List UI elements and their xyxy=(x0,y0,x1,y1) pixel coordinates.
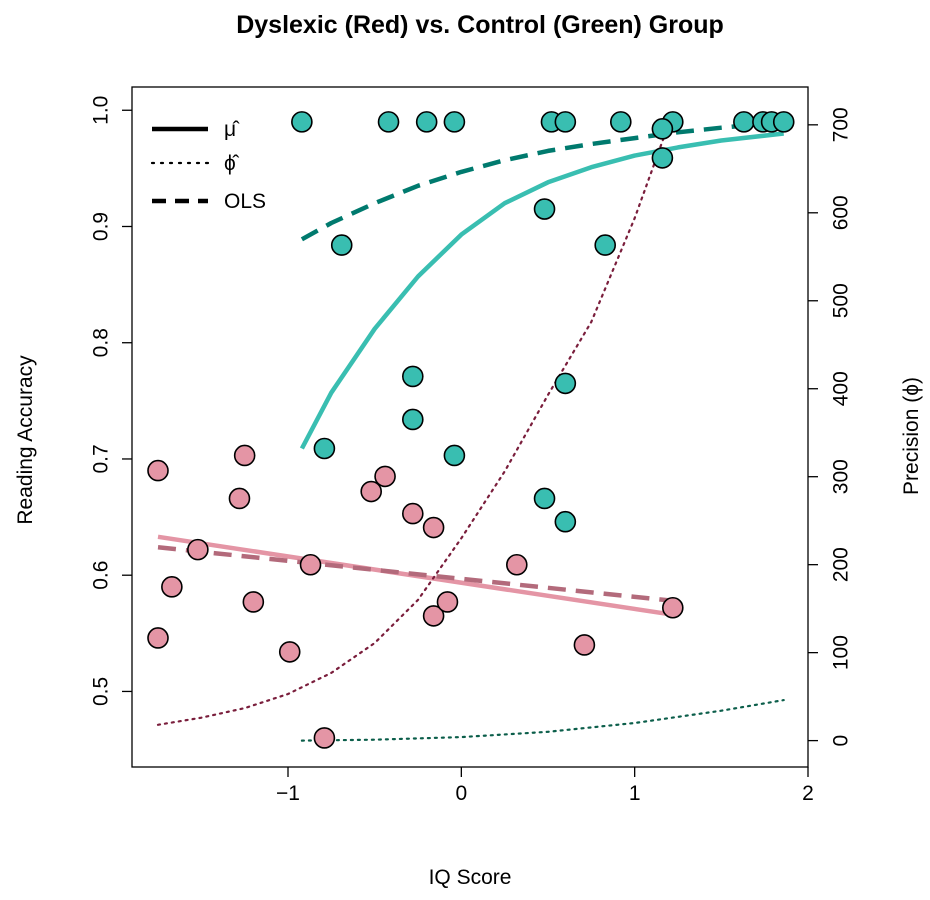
dyslexic-data-point xyxy=(360,480,383,503)
y-axis-right-label: Precision (ϕ) xyxy=(900,377,923,495)
x-tick-label: −1 xyxy=(276,782,300,805)
y-tick-label: 1.0 xyxy=(89,96,112,125)
dyslexic-data-point xyxy=(242,591,265,613)
y-right-tick-label: 700 xyxy=(829,107,852,142)
y-right-tick-label: 400 xyxy=(829,371,852,406)
y-tick-label: 0.7 xyxy=(89,444,112,473)
control-data-point xyxy=(377,111,400,133)
y-tick-label: 0.6 xyxy=(89,561,112,590)
dyslexic-ols-line xyxy=(157,545,674,604)
control-data-point xyxy=(533,198,556,220)
control-ols-curve xyxy=(300,119,784,242)
control-data-point xyxy=(401,408,424,431)
control-data-point xyxy=(609,111,632,133)
dyslexic-data-point xyxy=(422,516,445,539)
y-right-tick-label: 300 xyxy=(829,459,852,494)
control-data-point xyxy=(554,111,577,133)
x-axis-label: IQ Score xyxy=(429,866,512,889)
control-data-point xyxy=(651,147,674,169)
y-right-tick-label: 500 xyxy=(829,283,852,318)
y-right-tick-label: 0 xyxy=(829,735,852,747)
x-tick-label: 2 xyxy=(802,782,814,805)
legend-label: μ̂ xyxy=(224,118,240,141)
control-data-point xyxy=(533,487,556,510)
control-data-point xyxy=(443,111,466,133)
control-data-point xyxy=(415,111,438,133)
lines-group xyxy=(156,119,785,742)
x-tick-label: 1 xyxy=(629,782,641,805)
control-data-point xyxy=(651,118,674,140)
dyslexic-data-point xyxy=(313,727,336,749)
dyslexic-data-point xyxy=(147,627,169,649)
dyslexic-data-point xyxy=(228,487,251,510)
control-phi-hat-curve xyxy=(300,698,785,742)
control-data-point xyxy=(554,510,577,533)
dyslexic-data-point xyxy=(401,502,424,525)
dyslexic-data-point xyxy=(573,634,596,656)
dyslexic-data-point xyxy=(147,459,169,482)
dyslexic-data-point xyxy=(505,553,528,576)
y-axis-label: Reading Accuracy xyxy=(14,355,37,525)
legend: μ̂ ϕ̂ OLS xyxy=(150,118,266,213)
legend-label: ϕ̂ xyxy=(224,152,240,175)
dyslexic-data-point xyxy=(374,465,396,488)
points-group xyxy=(147,111,795,749)
y-tick-label: 0.8 xyxy=(89,328,112,357)
y-right-tick-label: 600 xyxy=(829,195,852,230)
dyslexic-data-point xyxy=(187,538,209,561)
dyslexic-data-point xyxy=(422,605,445,627)
control-data-point xyxy=(733,111,755,133)
dyslexic-data-point xyxy=(161,576,183,598)
y-tick-label: 0.9 xyxy=(89,212,112,241)
dyslexic-data-point xyxy=(436,591,459,613)
chart-title: Dyslexic (Red) vs. Control (Green) Group xyxy=(236,11,724,39)
dyslexic-phi-hat-curve xyxy=(156,121,671,726)
control-data-point xyxy=(401,365,424,388)
y-right-tick-label: 200 xyxy=(829,547,852,582)
control-data-point xyxy=(330,234,353,256)
plot-frame xyxy=(131,86,809,768)
dyslexic-data-point xyxy=(299,553,322,576)
y-tick-label: 0.5 xyxy=(89,677,112,706)
legend-label: OLS xyxy=(224,190,266,213)
control-data-point xyxy=(313,437,336,460)
control-mu-hat-curve xyxy=(299,131,784,450)
control-data-point xyxy=(772,111,795,133)
control-data-point xyxy=(291,111,313,133)
control-data-point xyxy=(554,372,577,395)
x-tick-label: 0 xyxy=(455,782,467,805)
control-data-point xyxy=(594,234,617,256)
axes-group: −1 0 1 2 0.5 0.6 0.7 0.8 0.9 1.0 0 100 200 300 400 500 6… xyxy=(89,96,852,805)
control-data-point xyxy=(443,444,466,467)
dyslexic-data-point xyxy=(661,596,684,619)
dyslexic-data-point xyxy=(278,641,301,663)
y-right-tick-label: 100 xyxy=(829,635,852,670)
dyslexic-data-point xyxy=(233,444,256,467)
